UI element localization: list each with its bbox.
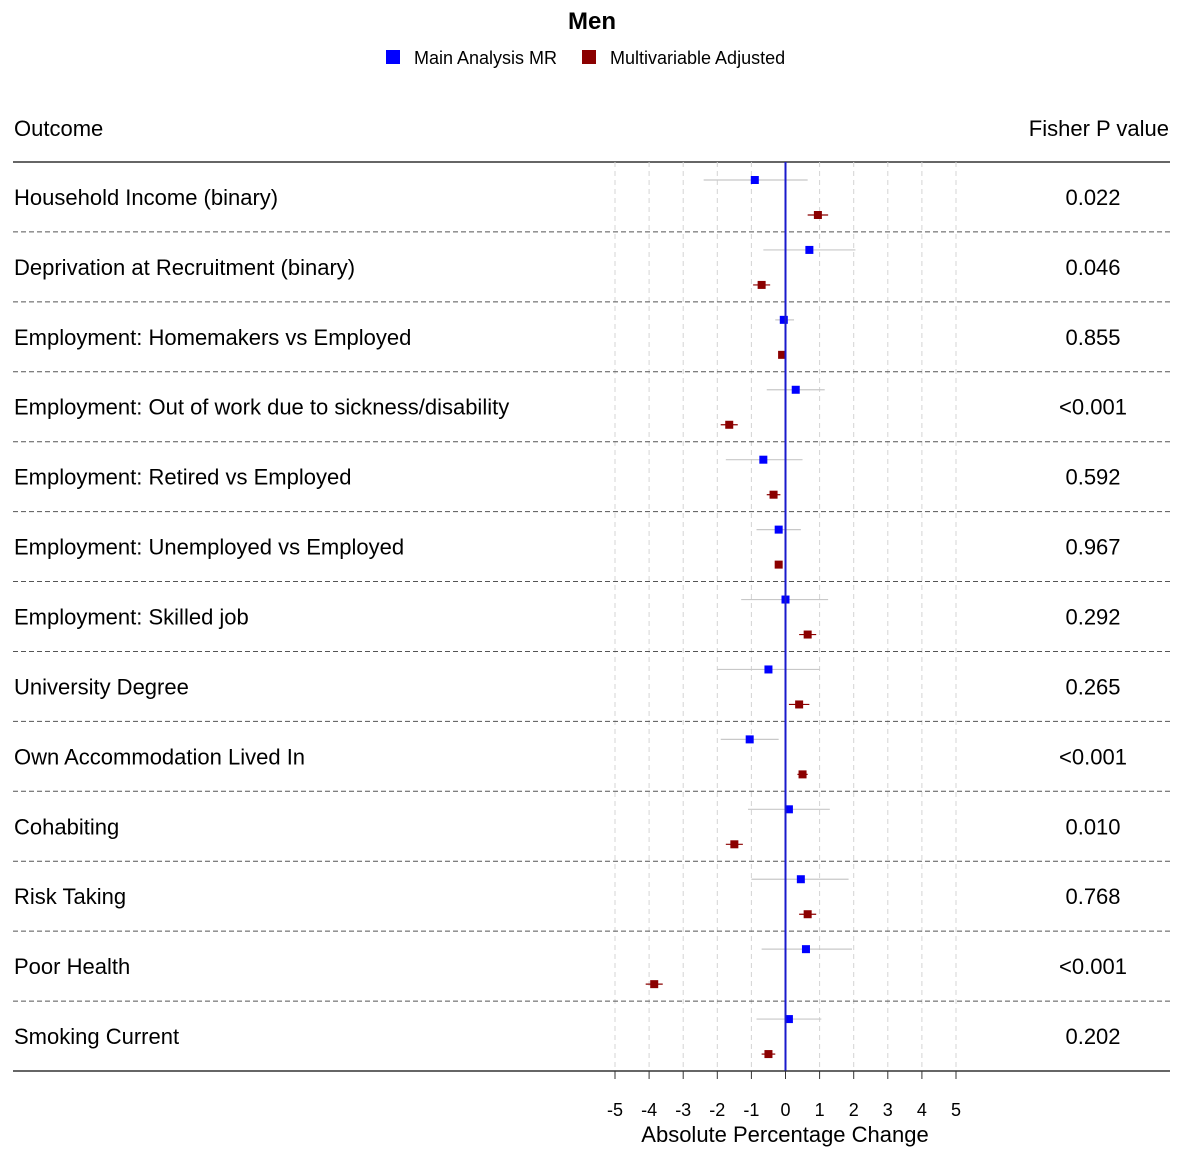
main-analysis-mr-point	[745, 735, 754, 744]
x-tick-label: 0	[780, 1100, 790, 1120]
legend-label-main-analysis-mr: Main Analysis MR	[414, 48, 557, 68]
outcome-label: Employment: Out of work due to sickness/…	[14, 395, 509, 420]
multivariable-adjusted-point	[774, 560, 783, 569]
outcome-row: Risk Taking 0.768	[14, 875, 1121, 919]
legend-swatch-main-analysis-mr	[386, 50, 400, 64]
x-axis-label: Absolute Percentage Change	[641, 1122, 928, 1147]
multivariable-adjusted-point	[803, 910, 812, 919]
x-tick-label: 3	[883, 1100, 893, 1120]
outcome-label: Deprivation at Recruitment (binary)	[14, 255, 355, 280]
outcome-row: Own Accommodation Lived In <0.001	[14, 735, 1127, 779]
multivariable-adjusted-point	[769, 490, 778, 499]
main-analysis-mr-point	[791, 385, 800, 394]
outcome-label: Household Income (binary)	[14, 185, 278, 210]
pvalue-label: <0.001	[1059, 395, 1127, 420]
outcome-row: Household Income (binary) 0.022	[14, 176, 1121, 219]
pvalue-label: 0.292	[1065, 605, 1120, 630]
x-tick-label: 2	[849, 1100, 859, 1120]
outcome-rows: Household Income (binary) 0.022 Deprivatio…	[14, 176, 1127, 1059]
main-analysis-mr-point	[750, 176, 759, 184]
multivariable-adjusted-point	[725, 420, 734, 429]
outcome-row: Cohabiting 0.010	[14, 805, 1121, 849]
multivariable-adjusted-point	[813, 211, 822, 219]
outcome-label: Poor Health	[14, 954, 130, 979]
main-analysis-mr-point	[759, 455, 768, 464]
main-analysis-mr-point	[784, 805, 793, 814]
pvalue-label: 0.010	[1065, 814, 1120, 839]
outcome-label: Employment: Retired vs Employed	[14, 465, 351, 490]
main-analysis-mr-point	[801, 945, 810, 954]
outcome-label: Smoking Current	[14, 1024, 179, 1049]
outcome-label: Employment: Homemakers vs Employed	[14, 325, 411, 350]
chart-title: Men	[568, 8, 616, 35]
x-tick-label: -1	[743, 1100, 759, 1120]
pvalue-label: 0.046	[1065, 255, 1120, 280]
legend-label-multivariable-adjusted: Multivariable Adjusted	[610, 48, 785, 68]
outcome-label: Risk Taking	[14, 884, 126, 909]
outcome-label: Cohabiting	[14, 814, 119, 839]
outcome-label: University Degree	[14, 674, 189, 699]
x-tick-label: -5	[607, 1100, 623, 1120]
x-axis: -5 -4 -3 -2 -1 0 1 2 3 4 5	[607, 1070, 961, 1120]
outcome-row: Poor Health <0.001	[14, 945, 1127, 989]
outcome-row: Employment: Skilled job 0.292	[14, 595, 1121, 639]
pvalue-label: <0.001	[1059, 744, 1127, 769]
legend-swatch-multivariable-adjusted	[582, 50, 596, 64]
main-analysis-mr-point	[784, 1015, 793, 1024]
x-tick-label: -4	[641, 1100, 657, 1120]
outcome-label: Employment: Skilled job	[14, 605, 249, 630]
multivariable-adjusted-point	[650, 980, 659, 989]
multivariable-adjusted-point	[730, 840, 739, 849]
pvalue-label: 0.855	[1065, 325, 1120, 350]
outcome-row: Employment: Unemployed vs Employed 0.967	[14, 525, 1121, 569]
outcome-row: Employment: Out of work due to sickness/…	[14, 385, 1127, 429]
multivariable-adjusted-point	[798, 770, 807, 779]
pvalue-label: 0.022	[1065, 185, 1120, 210]
multivariable-adjusted-point	[803, 630, 812, 639]
row-separators	[13, 231, 1170, 1002]
pvalue-label: <0.001	[1059, 954, 1127, 979]
outcome-row: Employment: Retired vs Employed 0.592	[14, 455, 1121, 499]
x-tick-label: -2	[709, 1100, 725, 1120]
pvalue-label: 0.768	[1065, 884, 1120, 909]
pvalue-label: 0.202	[1065, 1024, 1120, 1049]
outcome-row: Employment: Homemakers vs Employed 0.855	[14, 315, 1121, 359]
main-analysis-mr-point	[779, 315, 788, 324]
pvalue-label: 0.265	[1065, 674, 1120, 699]
x-tick-label: 5	[951, 1100, 961, 1120]
multivariable-adjusted-point	[764, 1050, 773, 1059]
multivariable-adjusted-point	[757, 280, 766, 289]
pvalue-column-header: Fisher P value	[1029, 116, 1169, 141]
main-analysis-mr-point	[774, 525, 783, 534]
main-analysis-mr-point	[805, 245, 814, 254]
outcome-row: University Degree 0.265	[14, 665, 1121, 709]
main-analysis-mr-point	[796, 875, 805, 884]
x-tick-label: 1	[815, 1100, 825, 1120]
legend: Main Analysis MR Multivariable Adjusted	[386, 48, 785, 68]
main-analysis-mr-point	[764, 665, 773, 674]
pvalue-label: 0.967	[1065, 535, 1120, 560]
grid-lines	[614, 162, 957, 1071]
outcome-label: Own Accommodation Lived In	[14, 744, 305, 769]
multivariable-adjusted-point	[778, 350, 787, 359]
outcome-row: Deprivation at Recruitment (binary) 0.046	[14, 245, 1121, 289]
pvalue-label: 0.592	[1065, 465, 1120, 490]
x-tick-label: -3	[675, 1100, 691, 1120]
x-tick-label: 4	[917, 1100, 927, 1120]
outcome-column-header: Outcome	[14, 116, 103, 141]
outcome-row: Smoking Current 0.202	[14, 1015, 1121, 1059]
outcome-label: Employment: Unemployed vs Employed	[14, 535, 404, 560]
multivariable-adjusted-point	[795, 700, 804, 709]
